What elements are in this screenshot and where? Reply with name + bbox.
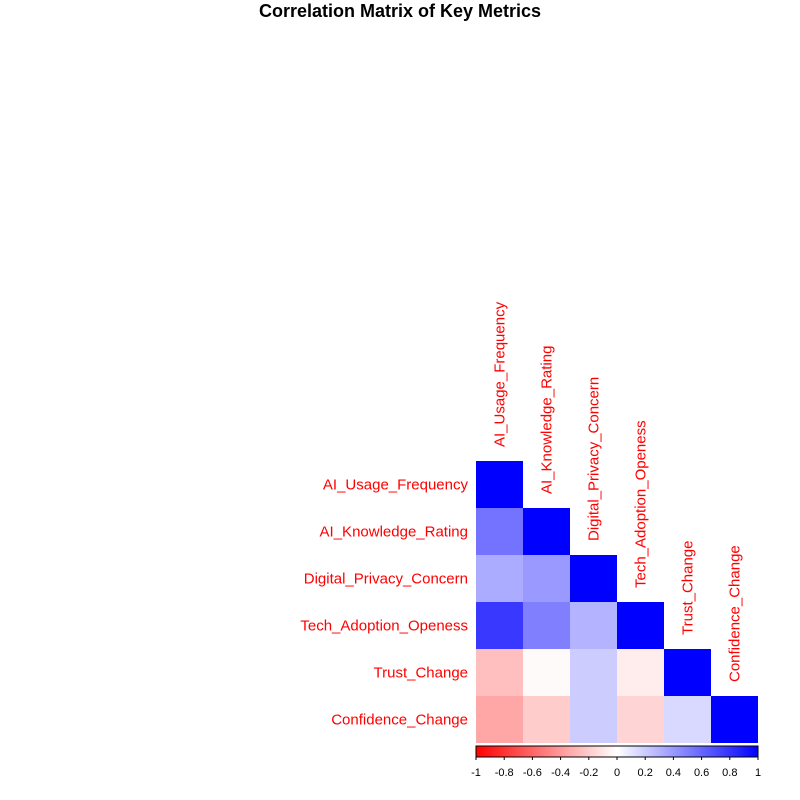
- column-label-5: Confidence_Change: [727, 545, 744, 682]
- colorbar-tick-label-6: 0.2: [638, 767, 653, 779]
- cell-1-0: [476, 508, 523, 555]
- row-label-4: Trust_Change: [374, 665, 469, 682]
- cell-0-0: [476, 461, 523, 508]
- cell-2-0: [476, 555, 523, 602]
- chart-title: Correlation Matrix of Key Metrics: [258, 1, 542, 21]
- colorbar-tick-label-5: 0: [614, 767, 620, 779]
- colorbar-tick-label-1: -0.8: [495, 767, 514, 779]
- column-label-0: AI_Usage_Frequency: [492, 301, 509, 447]
- cell-5-1: [523, 696, 570, 743]
- cell-5-4: [664, 696, 711, 743]
- cell-5-3: [617, 696, 664, 743]
- row-label-3: Tech_Adoption_Openess: [300, 618, 468, 635]
- column-labels: AI_Usage_Frequency AI_Knowledge_Rating Dig…: [492, 301, 744, 682]
- cell-4-0: [476, 649, 523, 696]
- cell-3-3: [617, 602, 664, 649]
- cell-3-0: [476, 602, 523, 649]
- cell-5-0: [476, 696, 523, 743]
- column-label-4: Trust_Change: [680, 541, 697, 636]
- cell-3-2: [570, 602, 617, 649]
- cell-4-3: [617, 649, 664, 696]
- column-label-2: Digital_Privacy_Concern: [586, 377, 603, 541]
- colorbar-tick-label-2: -0.6: [523, 767, 542, 779]
- column-label-1: AI_Knowledge_Rating: [539, 346, 556, 494]
- colorbar-tick-label-8: 0.6: [694, 767, 709, 779]
- row-label-5: Confidence_Change: [331, 712, 468, 729]
- row-label-1: AI_Knowledge_Rating: [320, 524, 468, 541]
- cell-3-1: [523, 602, 570, 649]
- colorbar-ticks: -1 -0.8 -0.6 -0.4 -0.2 0 0.2 0.4 0.6 0.8 1: [471, 757, 761, 779]
- cell-5-2: [570, 696, 617, 743]
- matrix-cells: [476, 461, 758, 743]
- cell-2-2: [570, 555, 617, 602]
- cell-5-5: [711, 696, 758, 743]
- cell-4-1: [523, 649, 570, 696]
- column-label-3: Tech_Adoption_Openess: [633, 420, 650, 588]
- cell-4-2: [570, 649, 617, 696]
- colorbar-tick-label-10: 1: [755, 767, 761, 779]
- cell-4-4: [664, 649, 711, 696]
- cell-1-1: [523, 508, 570, 555]
- colorbar-tick-label-7: 0.4: [666, 767, 681, 779]
- colorbar-tick-label-0: -1: [471, 767, 481, 779]
- colorbar-tick-label-3: -0.4: [551, 767, 570, 779]
- row-labels: AI_Usage_Frequency AI_Knowledge_Rating Dig…: [300, 477, 468, 729]
- colorbar-tick-label-4: -0.2: [579, 767, 598, 779]
- row-label-0: AI_Usage_Frequency: [323, 477, 469, 494]
- row-label-2: Digital_Privacy_Concern: [304, 571, 468, 588]
- colorbar-gradient: [475, 745, 759, 758]
- colorbar: [475, 745, 759, 758]
- colorbar-tick-label-9: 0.8: [722, 767, 737, 779]
- cell-2-1: [523, 555, 570, 602]
